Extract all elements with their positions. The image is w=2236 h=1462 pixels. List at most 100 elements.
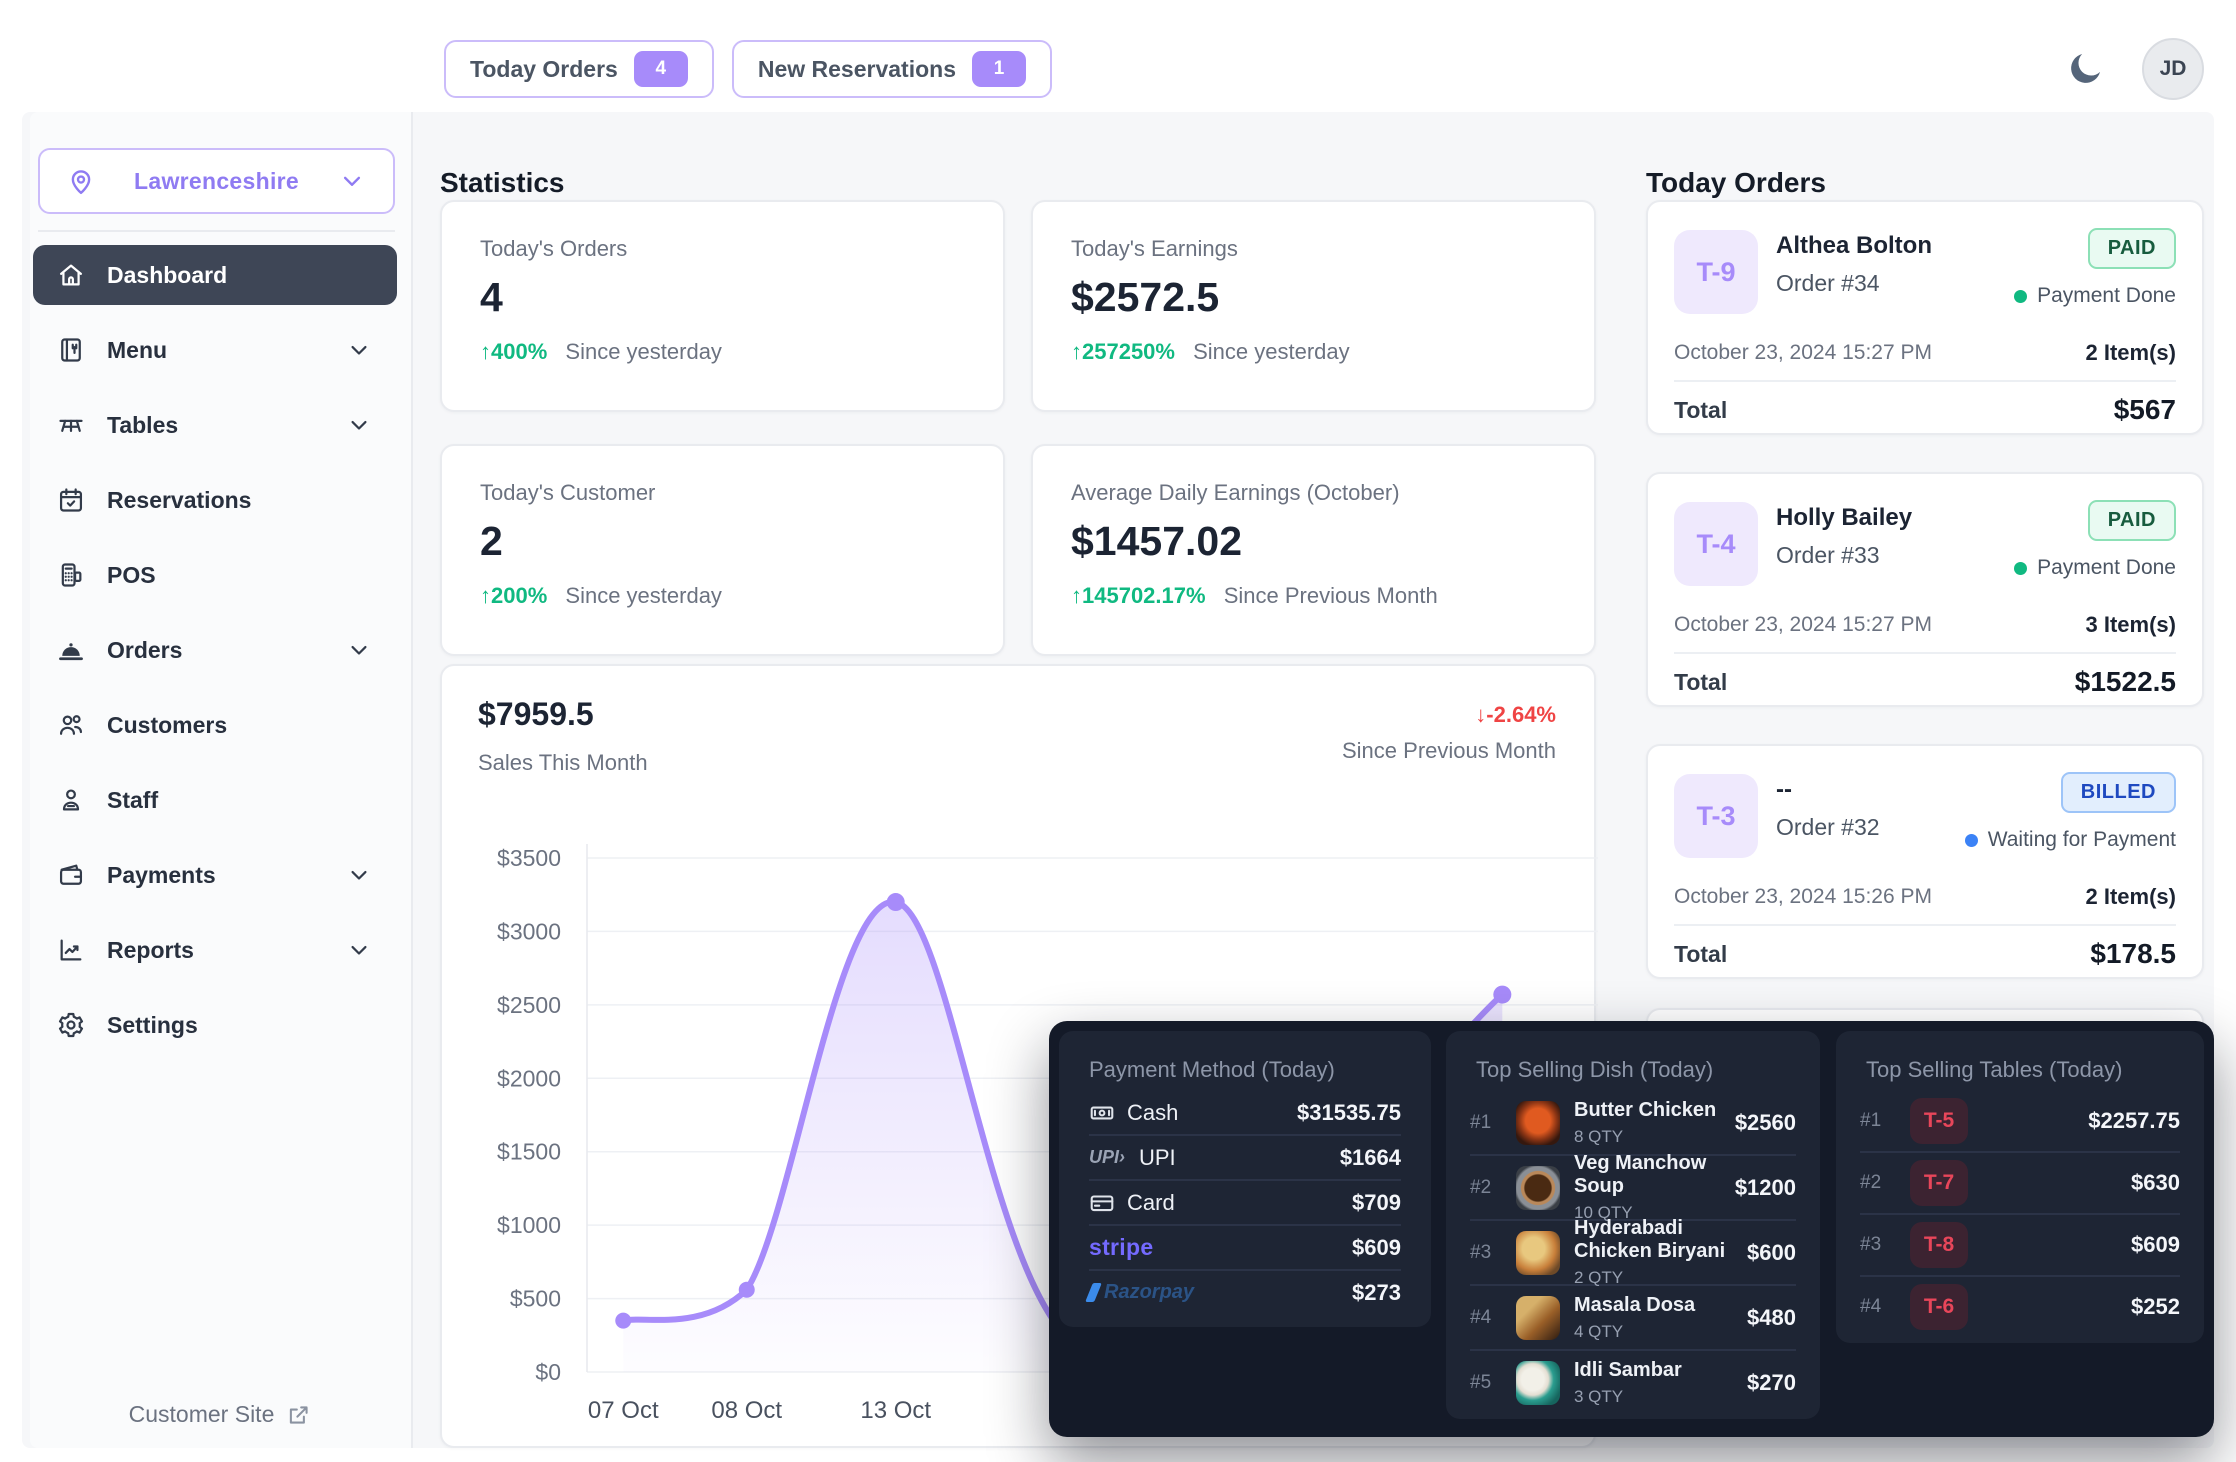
chevron-down-icon [345,411,373,439]
rank-label: #1 [1470,1111,1492,1133]
stat-value: 4 [480,274,503,320]
payment-amount: $273 [1352,1279,1401,1305]
chevron-down-icon [345,636,373,664]
sales-subtitle: Sales This Month [478,750,648,775]
order-card-order-34[interactable]: T-9 Althea Bolton Order #34 PAID Payment… [1646,200,2204,435]
new-reservations-button[interactable]: New Reservations 1 [731,40,1052,98]
sidebar-item-label: Tables [107,411,179,438]
rank-label: #1 [1860,1110,1882,1131]
rank-label: #3 [1860,1234,1882,1255]
stat-value: $1457.02 [1071,518,1243,564]
dark-mode-moon-icon[interactable] [2066,48,2106,88]
payment-status: Payment Done [2014,284,2176,308]
customer-site-link[interactable]: Customer Site [30,1401,411,1428]
sidebar-item-pos[interactable]: POS [33,545,397,605]
status-dot-icon [1964,833,1978,847]
dish-amount: $480 [1747,1304,1796,1330]
sidebar-item-dashboard[interactable]: Dashboard [33,245,397,305]
today-orders-title: Today Orders [1646,167,1826,199]
sidebar-item-customers[interactable]: Customers [33,695,397,755]
payment-method-row-card: Card $709 [1089,1181,1401,1226]
sidebar-item-menu[interactable]: Menu [33,320,397,380]
table-row-t-6: #4 T-6 $252 [1860,1277,2180,1337]
stat-card-average-daily-earnings-october: Average Daily Earnings (October) $1457.0… [1031,444,1596,656]
order-card-order-33[interactable]: T-4 Holly Bailey Order #33 PAID Payment … [1646,472,2204,707]
dish-row-hyderabadi-chicken-biryani: #3 Hyderabadi Chicken Biryani 2 QTY $600 [1470,1217,1796,1287]
rank-label: #4 [1470,1306,1492,1328]
sidebar-item-reports[interactable]: Reports [33,920,397,980]
users-icon [57,711,85,739]
sidebar-item-orders[interactable]: Orders [33,620,397,680]
payment-panel-title: Payment Method (Today) [1089,1057,1335,1082]
home-icon [57,261,85,289]
table-amount: $609 [2131,1232,2180,1257]
dish-qty: 4 QTY [1574,1321,1624,1341]
sidebar-item-reservations[interactable]: Reservations [33,470,397,530]
order-items-count: 2 Item(s) [2085,884,2176,909]
order-divider [1674,380,2176,382]
dish-qty: 3 QTY [1574,1386,1624,1406]
dish-row-masala-dosa: #4 Masala Dosa 4 QTY $480 [1470,1286,1796,1351]
table-chip: T-8 [1910,1222,1968,1268]
table-icon [57,411,85,439]
table-rows: #1 T-5 $2257.75 #2 T-7 $630 #3 T-8 $609 … [1836,1091,2204,1337]
tables-panel-title: Top Selling Tables (Today) [1866,1057,2123,1082]
svg-text:$0: $0 [535,1359,561,1385]
button-label: Today Orders [470,55,618,82]
sidebar-item-tables[interactable]: Tables [33,395,397,455]
external-link-icon [286,1402,312,1428]
sidebar-nav: Dashboard Menu Tables Reservations POS O… [33,245,397,1070]
table-row-t-5: #1 T-5 $2257.75 [1860,1091,2180,1153]
total-value: $567 [2113,394,2176,425]
dish-amount: $270 [1747,1369,1796,1395]
order-items-count: 3 Item(s) [2085,612,2176,637]
sales-delta-value: -2.64% [1486,702,1556,727]
dish-name: Butter Chicken [1574,1098,1717,1121]
count-badge: 4 [633,51,688,87]
avatar[interactable]: JD [2142,38,2204,100]
stat-label: Today's Earnings [1071,236,1238,261]
stat-card-today-s-orders: Today's Orders 4 ↑400% Since yesterday [440,200,1005,412]
order-number: Order #32 [1776,814,1880,840]
card-icon [1089,1190,1115,1216]
payment-amount: $709 [1352,1189,1401,1215]
order-datetime: October 23, 2024 15:27 PM [1674,341,1932,364]
razorpay-wordmark: Razorpay [1104,1281,1195,1303]
table-badge: T-4 [1674,502,1758,586]
dish-qty: 10 QTY [1574,1203,1633,1222]
sidebar-item-payments[interactable]: Payments [33,845,397,905]
stat-delta: ↑145702.17% Since Previous Month [1071,583,1556,609]
today-orders-button[interactable]: Today Orders 4 [444,40,714,98]
dish-name: Hyderabadi Chicken Biryani [1574,1217,1726,1262]
total-label: Total [1674,940,1728,967]
sidebar-item-staff[interactable]: Staff [33,770,397,830]
sidebar-item-label: Staff [107,786,159,813]
top-dishes-panel: Top Selling Dish (Today) #1 Butter Chick… [1446,1031,1820,1419]
chart-icon [57,936,85,964]
sidebar-item-label: Dashboard [107,261,228,288]
menu-book-icon [57,336,85,364]
svg-text:$500: $500 [510,1286,561,1312]
status-badge: PAID [2087,228,2176,269]
top-tables-panel: Top Selling Tables (Today) #1 T-5 $2257.… [1836,1031,2204,1343]
svg-text:13 Oct: 13 Oct [860,1397,931,1424]
total-label: Total [1674,396,1728,423]
table-row-t-7: #2 T-7 $630 [1860,1153,2180,1215]
order-card-order-32[interactable]: T-3 -- Order #32 BILLED Waiting for Paym… [1646,744,2204,979]
dish-photo [1516,1295,1560,1340]
svg-text:07 Oct: 07 Oct [588,1397,659,1424]
dish-row-butter-chicken: #1 Butter Chicken 8 QTY $2560 [1470,1091,1796,1156]
topbar-quick-buttons: Today Orders 4 New Reservations 1 [444,40,1052,98]
payment-method-row-upi: UPI› UPI $1664 [1089,1136,1401,1181]
sidebar-item-settings[interactable]: Settings [33,995,397,1055]
svg-text:$2000: $2000 [497,1065,561,1091]
dish-name: Veg Manchow Soup [1574,1152,1707,1197]
location-selector[interactable]: Lawrenceshire [38,148,395,214]
status-dot-icon [2014,561,2028,575]
payment-amount: $609 [1352,1234,1401,1260]
order-divider [1674,652,2176,654]
up-arrow-icon: ↑200% [480,583,548,608]
rank-label: #4 [1860,1296,1882,1317]
sales-delta-note: Since Previous Month [1342,738,1556,763]
payment-status: Payment Done [2014,556,2176,580]
